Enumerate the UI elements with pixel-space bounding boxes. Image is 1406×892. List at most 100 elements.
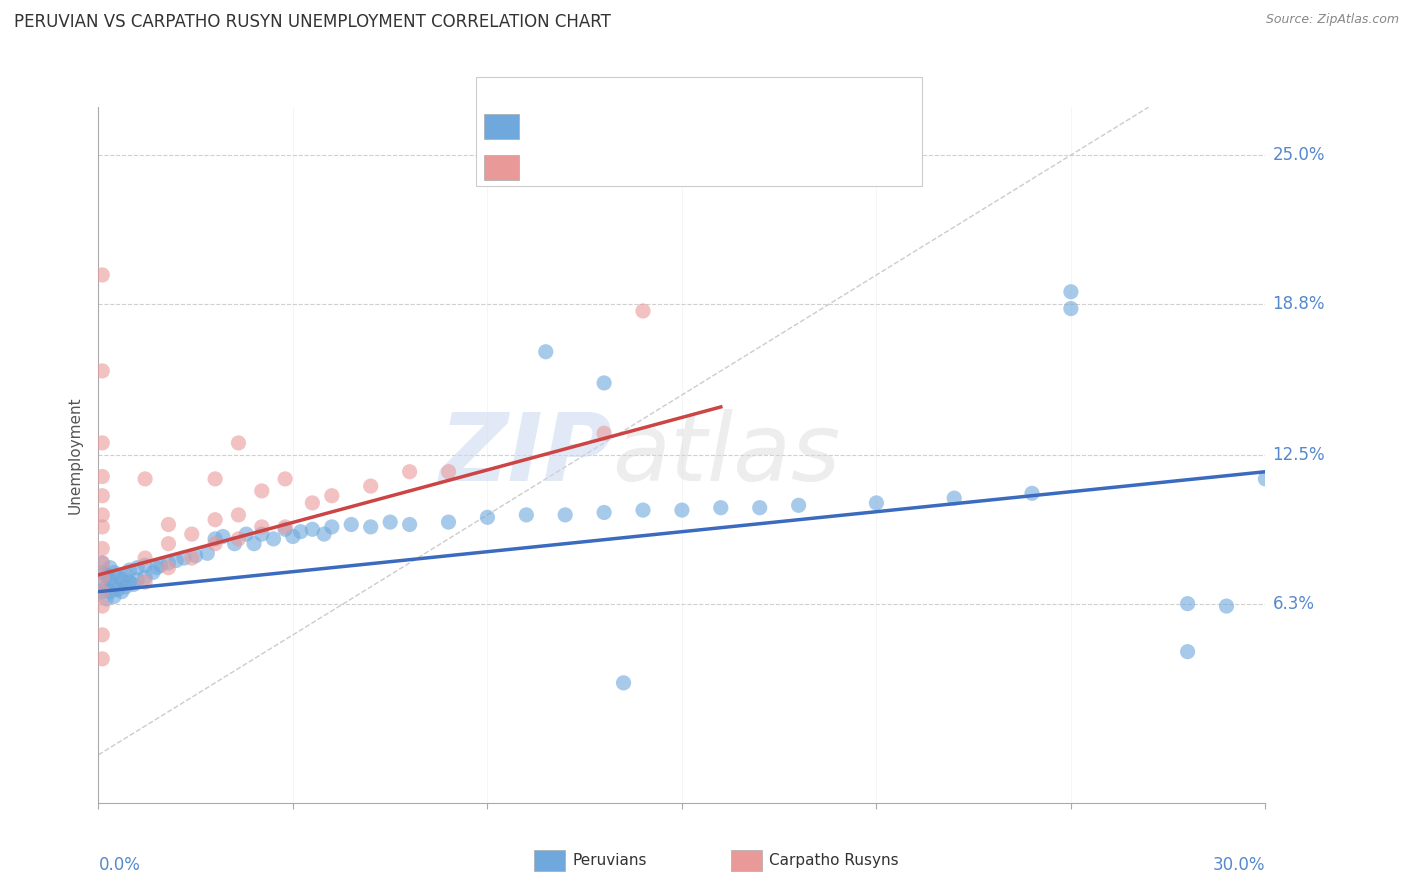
Point [1215, 599, 1237, 613]
Point [111, 584, 134, 599]
Text: Peruvians: Peruvians [572, 854, 647, 868]
Point [612, 676, 634, 690]
Point [134, 570, 156, 584]
Point [437, 515, 460, 529]
Point [250, 527, 273, 541]
Point [250, 520, 273, 534]
Point [111, 573, 134, 587]
Text: 12.5%: 12.5% [1272, 446, 1324, 464]
Point [180, 551, 202, 566]
Text: R =  0.302    N = 39: R = 0.302 N = 39 [530, 159, 711, 177]
Point [195, 546, 218, 560]
Point [98, 573, 121, 587]
Point [107, 570, 129, 584]
Point [1060, 285, 1083, 299]
Point [631, 503, 654, 517]
Text: 25.0%: 25.0% [1272, 146, 1324, 164]
Point [91, 628, 114, 642]
Point [360, 520, 382, 534]
Point [127, 560, 149, 574]
Point [157, 537, 180, 551]
Point [96, 591, 118, 606]
Point [228, 436, 250, 450]
Point [91, 268, 114, 282]
Point [477, 510, 499, 524]
Point [98, 560, 121, 574]
Y-axis label: Unemployment: Unemployment [67, 396, 83, 514]
Point [671, 503, 693, 517]
Point [98, 584, 121, 599]
Point [118, 575, 141, 590]
Point [107, 582, 129, 597]
Point [631, 304, 654, 318]
Point [301, 522, 323, 536]
Point [114, 567, 136, 582]
Point [312, 527, 335, 541]
Point [340, 517, 363, 532]
Point [204, 537, 226, 551]
Text: 18.8%: 18.8% [1272, 294, 1324, 313]
Point [398, 517, 420, 532]
Point [321, 520, 343, 534]
Point [250, 483, 273, 498]
Point [127, 573, 149, 587]
Point [228, 532, 250, 546]
Point [378, 515, 402, 529]
Point [91, 489, 114, 503]
Point [290, 524, 312, 539]
Point [710, 500, 733, 515]
Point [204, 532, 226, 546]
Point [91, 508, 114, 522]
Point [943, 491, 966, 505]
Point [184, 549, 207, 563]
Point [91, 469, 114, 483]
Point [360, 479, 382, 493]
Point [165, 553, 187, 567]
Point [91, 584, 114, 599]
Point [91, 556, 114, 570]
Point [321, 489, 343, 503]
Text: PERUVIAN VS CARPATHO RUSYN UNEMPLOYMENT CORRELATION CHART: PERUVIAN VS CARPATHO RUSYN UNEMPLOYMENT … [14, 13, 612, 31]
Point [157, 560, 180, 574]
Point [243, 537, 266, 551]
Point [212, 529, 235, 543]
Point [228, 508, 250, 522]
Point [262, 532, 284, 546]
Text: R =  0.310    N = 74: R = 0.310 N = 74 [530, 118, 711, 136]
Point [301, 496, 323, 510]
Point [91, 652, 114, 666]
Point [96, 580, 118, 594]
Point [173, 551, 195, 566]
Point [1254, 472, 1277, 486]
Point [787, 498, 810, 512]
Point [1060, 301, 1083, 316]
Point [91, 556, 114, 570]
Point [91, 364, 114, 378]
Point [593, 506, 616, 520]
Point [1021, 486, 1043, 500]
Point [180, 527, 202, 541]
Point [204, 513, 226, 527]
Point [274, 472, 297, 486]
Point [149, 558, 172, 573]
Point [91, 584, 114, 599]
Text: Carpatho Rusyns: Carpatho Rusyns [769, 854, 898, 868]
Text: 0.0%: 0.0% [98, 855, 141, 873]
Point [274, 522, 297, 536]
Text: 30.0%: 30.0% [1213, 855, 1265, 873]
Text: atlas: atlas [612, 409, 841, 500]
Point [515, 508, 537, 522]
Point [748, 500, 770, 515]
Point [274, 520, 297, 534]
Point [142, 566, 165, 580]
Text: 6.3%: 6.3% [1272, 595, 1315, 613]
Point [103, 577, 125, 591]
Point [534, 344, 557, 359]
Point [118, 563, 141, 577]
Point [534, 64, 557, 78]
Text: Source: ZipAtlas.com: Source: ZipAtlas.com [1265, 13, 1399, 27]
Point [91, 541, 114, 556]
Point [103, 566, 125, 580]
Point [554, 508, 576, 522]
Point [281, 529, 304, 543]
